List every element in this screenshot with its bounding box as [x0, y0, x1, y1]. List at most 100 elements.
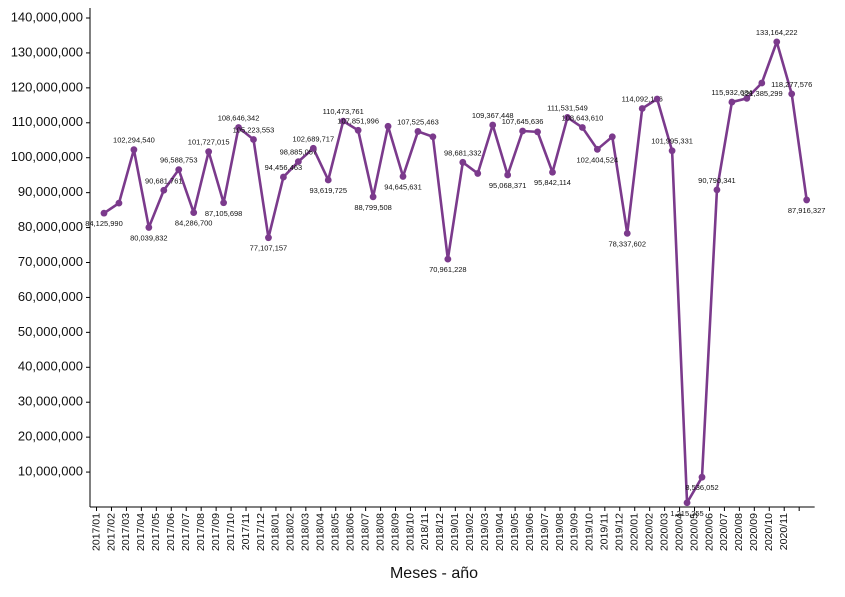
x-tick-label: 2017/10 [225, 513, 237, 551]
data-point [235, 124, 242, 131]
x-tick-label: 2019/08 [554, 513, 566, 551]
x-tick-label: 2017/08 [195, 513, 207, 551]
data-point [534, 128, 541, 136]
x-tick-label: 2018/12 [434, 513, 446, 551]
data-label: 102,689,717 [292, 134, 334, 143]
x-tick-label: 2020/10 [763, 513, 775, 551]
data-label: 107,645,636 [502, 117, 544, 126]
x-tick-label: 2017/06 [165, 513, 177, 551]
data-label: 1,215,255 [670, 509, 703, 518]
data-label: 77,107,157 [250, 244, 288, 253]
data-point [788, 90, 796, 98]
x-tick-label: 2020/08 [733, 513, 745, 551]
data-point [205, 148, 213, 156]
y-tick-label: 30,000,000 [18, 394, 83, 409]
data-label: 90,681,761 [145, 176, 183, 185]
data-label: 95,068,371 [489, 181, 527, 190]
data-label: 70,961,228 [429, 265, 467, 274]
x-tick-label: 2020/06 [703, 513, 715, 551]
data-label: 102,294,540 [113, 136, 155, 145]
x-tick-label: 2017/03 [120, 513, 132, 551]
data-point [683, 499, 691, 507]
x-tick-label: 2019/10 [584, 513, 596, 551]
data-label: 111,531,549 [547, 103, 588, 112]
data-label: 108,646,342 [218, 114, 260, 123]
y-tick-label: 10,000,000 [18, 464, 83, 479]
x-tick-label: 2019/01 [449, 513, 461, 551]
x-tick-label: 2019/12 [614, 513, 626, 551]
data-point [414, 128, 422, 135]
data-label: 102,404,524 [576, 155, 618, 164]
data-label: 98,885,057 [280, 148, 318, 157]
x-tick-label: 2020/01 [629, 513, 641, 551]
data-point [728, 98, 736, 106]
data-point [354, 126, 362, 134]
y-tick-label: 70,000,000 [18, 254, 83, 269]
y-tick-label: 80,000,000 [18, 219, 83, 234]
data-point [280, 173, 287, 181]
x-tick-label: 2020/03 [658, 513, 670, 551]
data-point [803, 196, 811, 204]
x-tick-label: 2019/09 [569, 513, 581, 551]
data-label: 87,105,698 [205, 209, 243, 218]
x-tick-label: 2018/05 [330, 513, 342, 551]
x-tick-label: 2020/09 [748, 513, 760, 551]
series-line [103, 40, 808, 505]
data-point [190, 209, 198, 216]
data-point [623, 229, 631, 237]
data-point [668, 147, 676, 155]
data-point [579, 124, 586, 131]
data-point [773, 38, 781, 46]
x-tick-label: 2018/04 [315, 513, 327, 551]
data-point [564, 114, 571, 121]
data-label: 87,916,327 [788, 206, 826, 215]
data-label: 93,619,725 [309, 186, 347, 195]
data-label: 114,092,176 [622, 94, 663, 103]
x-tick-label: 2019/07 [539, 513, 551, 551]
data-label: 109,367,448 [472, 111, 514, 120]
data-point [489, 121, 497, 129]
data-point [339, 117, 347, 125]
data-point [324, 176, 332, 184]
x-tick-label: 2018/11 [419, 513, 431, 550]
data-label: 118,277,576 [771, 80, 812, 89]
data-label: 90,790,341 [698, 176, 736, 185]
data-point [265, 234, 272, 242]
data-point [145, 224, 153, 231]
data-point [743, 94, 751, 102]
data-label: 94,456,463 [265, 163, 303, 172]
data-point [115, 199, 123, 207]
data-label: 98,681,332 [444, 148, 482, 157]
data-point [369, 193, 377, 201]
data-point [429, 133, 437, 141]
data-point [519, 127, 526, 135]
x-tick-label: 2017/11 [240, 513, 252, 550]
x-tick-label: 2020/11 [778, 513, 790, 550]
data-point [384, 122, 392, 130]
x-tick-label: 2017/12 [255, 513, 267, 551]
data-point [250, 136, 257, 143]
data-label: 133,164,222 [756, 28, 798, 37]
x-tick-label: 2018/08 [374, 513, 386, 551]
data-label: 80,039,832 [130, 233, 168, 242]
data-label: 110,473,761 [323, 107, 364, 116]
data-point [220, 199, 228, 207]
data-label: 121,385,299 [741, 89, 783, 98]
x-tick-label: 2019/05 [509, 513, 521, 551]
x-tick-label: 2020/04 [673, 513, 685, 551]
x-tick-label: 2019/06 [524, 513, 536, 551]
data-label: 84,125,990 [85, 219, 123, 228]
data-point [474, 170, 482, 177]
data-label: 108,643,610 [562, 114, 604, 123]
data-label: 78,337,602 [608, 239, 646, 248]
x-tick-label: 2018/01 [270, 513, 282, 551]
data-point [549, 168, 556, 176]
data-label: 94,645,631 [384, 182, 422, 191]
data-point [309, 144, 317, 152]
y-tick-label: 140,000,000 [11, 9, 83, 24]
data-point [130, 146, 138, 154]
x-tick-label: 2018/03 [300, 513, 312, 551]
data-point [758, 79, 766, 87]
